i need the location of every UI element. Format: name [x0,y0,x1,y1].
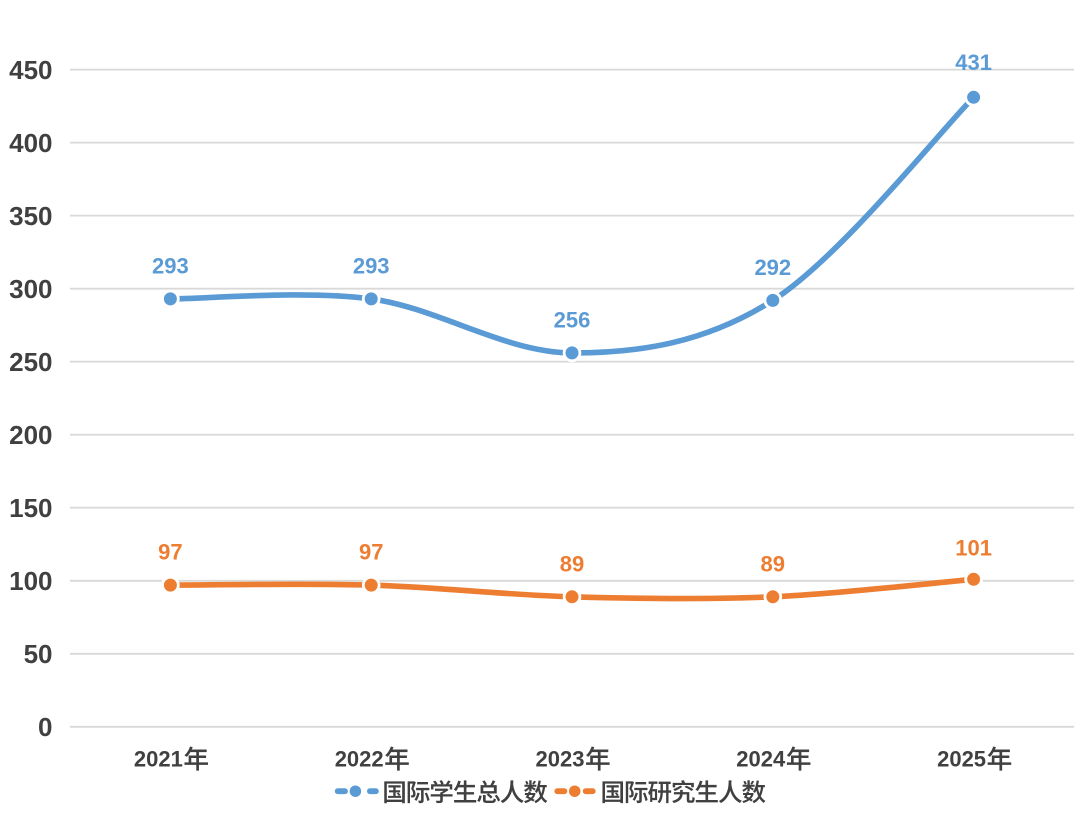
svg-text:2025: 2025 [937,746,986,771]
svg-text:293: 293 [353,254,390,279]
svg-text:2024: 2024 [736,746,786,771]
svg-text:292: 292 [754,255,791,280]
svg-text:450: 450 [9,55,52,85]
svg-text:350: 350 [9,201,52,231]
svg-text:97: 97 [158,540,182,565]
svg-text:2023: 2023 [536,746,585,771]
svg-text:2021: 2021 [134,746,183,771]
svg-text:250: 250 [9,347,52,377]
svg-text:100: 100 [9,566,52,596]
svg-text:400: 400 [9,128,52,158]
svg-text:97: 97 [359,540,383,565]
svg-text:256: 256 [554,308,591,333]
svg-text:200: 200 [9,420,52,450]
svg-text:2022: 2022 [335,746,384,771]
svg-text:431: 431 [955,50,992,75]
svg-text:150: 150 [9,493,52,523]
svg-text:89: 89 [761,551,785,576]
svg-text:101: 101 [955,536,992,561]
svg-text:0: 0 [38,712,52,742]
svg-text:300: 300 [9,274,52,304]
svg-text:50: 50 [24,639,53,669]
svg-text:89: 89 [560,551,584,576]
svg-text:293: 293 [152,254,189,279]
